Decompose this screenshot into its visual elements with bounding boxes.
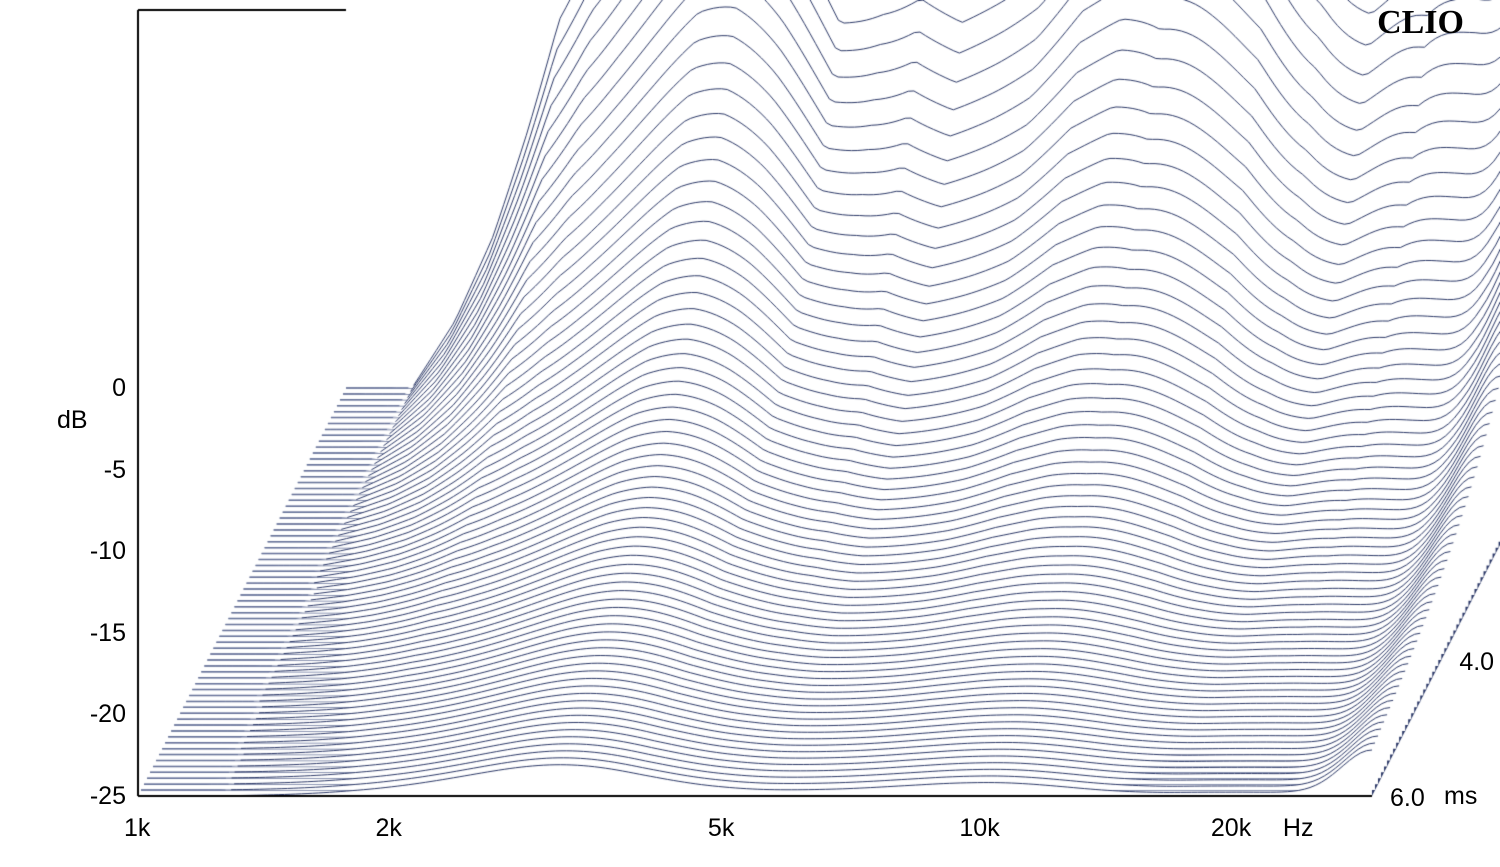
y-axis-label: dB bbox=[57, 406, 88, 435]
y-tick--15: -15 bbox=[90, 619, 126, 648]
y-tick--10: -10 bbox=[90, 537, 126, 566]
y-tick--25: -25 bbox=[90, 782, 126, 811]
t-axis-label: ms bbox=[1444, 782, 1477, 811]
y-tick-0: 0 bbox=[112, 374, 126, 403]
x-tick-1k: 1k bbox=[124, 814, 150, 843]
x-tick-10k: 10k bbox=[959, 814, 999, 843]
waterfall-chart bbox=[0, 0, 1500, 867]
y-tick--20: -20 bbox=[90, 700, 126, 729]
t-tick-4.0: 4.0 bbox=[1459, 648, 1494, 677]
x-tick-5k: 5k bbox=[708, 814, 734, 843]
y-tick--5: -5 bbox=[104, 456, 126, 485]
x-tick-2k: 2k bbox=[375, 814, 401, 843]
t-tick-6.0: 6.0 bbox=[1390, 784, 1425, 813]
x-tick-20k: 20k bbox=[1211, 814, 1251, 843]
x-axis-label: Hz bbox=[1283, 814, 1314, 843]
brand-logo: CLIO bbox=[1377, 4, 1464, 42]
